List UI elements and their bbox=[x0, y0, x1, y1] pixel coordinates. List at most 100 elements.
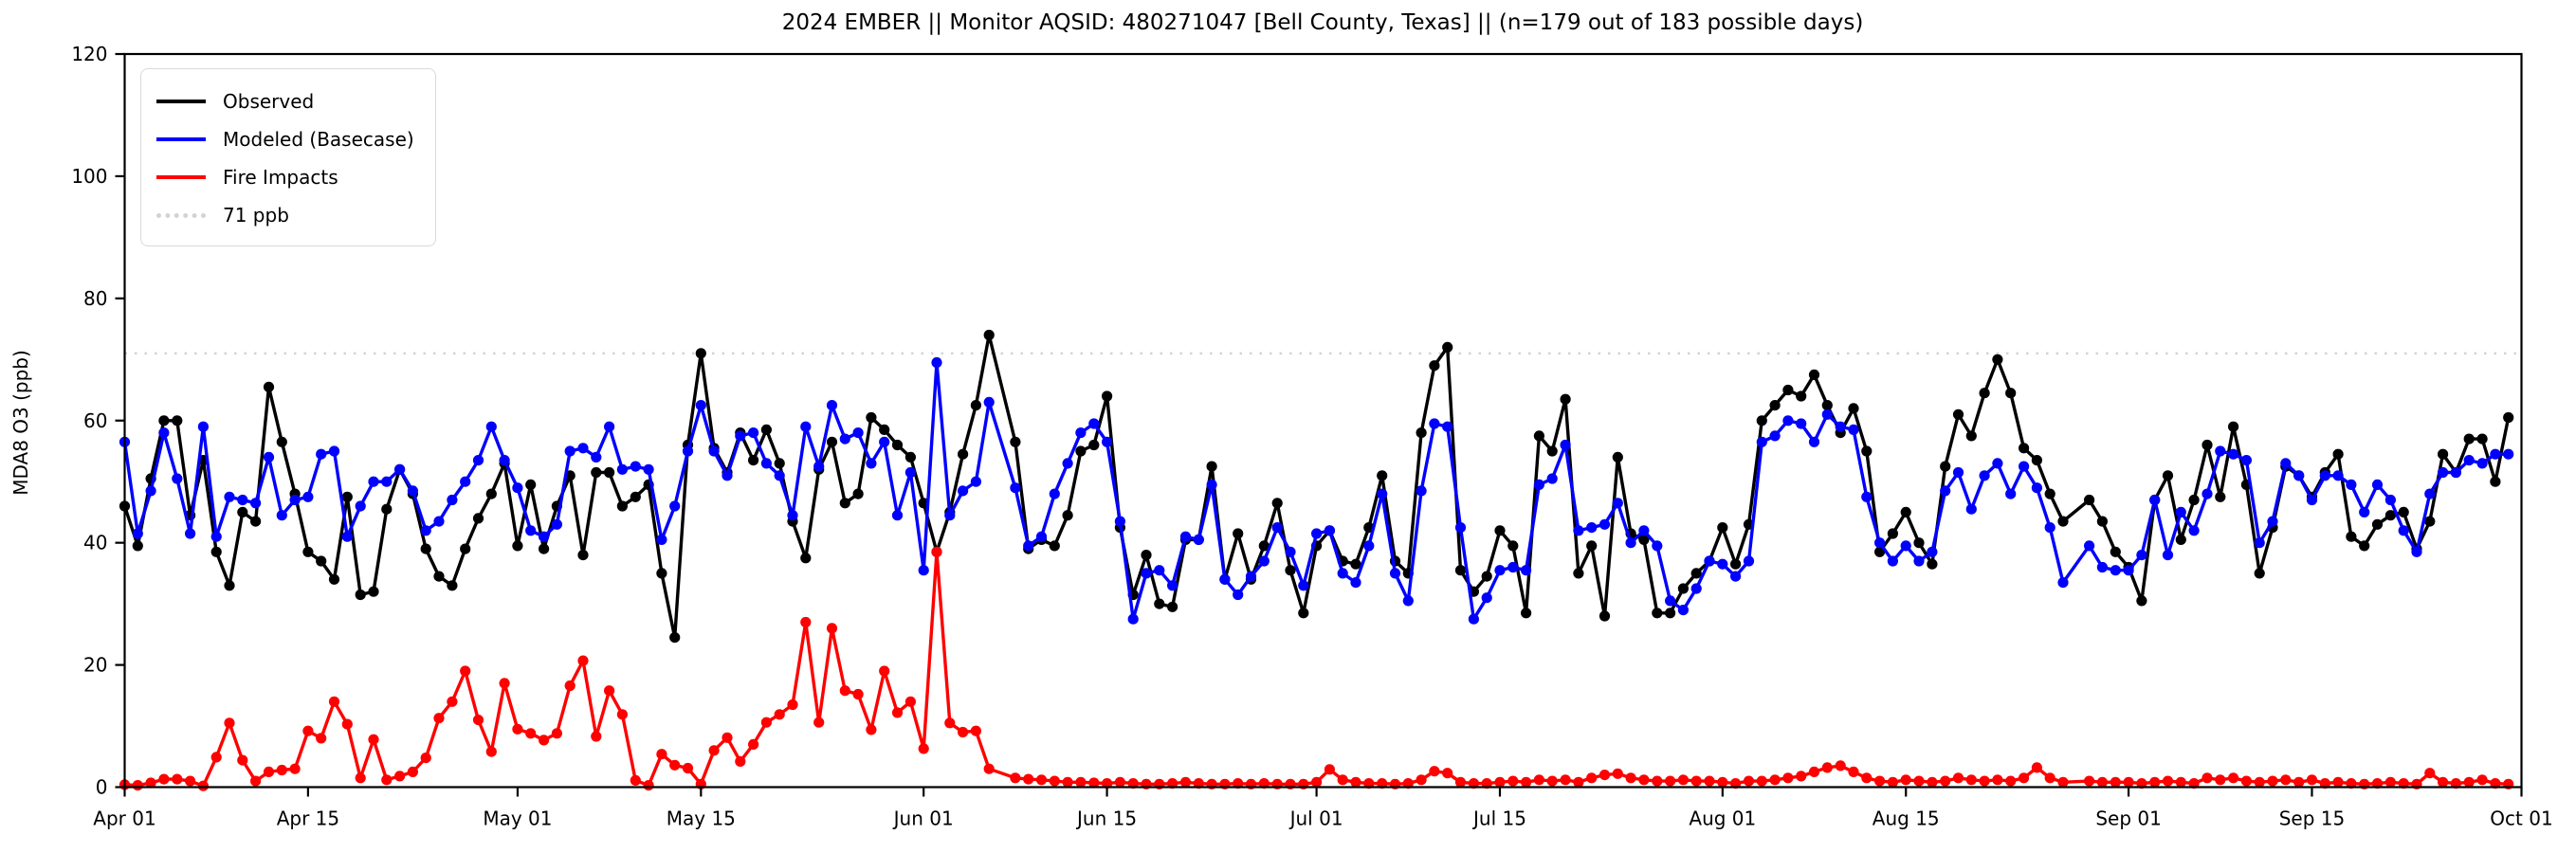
data-point-marker bbox=[1599, 518, 1611, 530]
data-point-marker bbox=[328, 573, 340, 585]
data-point-marker bbox=[1586, 772, 1598, 784]
data-point-marker bbox=[2438, 776, 2449, 788]
data-point-marker bbox=[1756, 415, 1767, 426]
data-point-marker bbox=[774, 470, 785, 481]
data-point-marker bbox=[1429, 360, 1440, 372]
data-point-marker bbox=[2463, 776, 2475, 788]
data-point-marker bbox=[2044, 522, 2055, 534]
data-point-marker bbox=[328, 696, 340, 707]
data-point-marker bbox=[760, 717, 773, 728]
data-point-marker bbox=[1141, 568, 1152, 579]
data-point-marker bbox=[1952, 466, 1964, 479]
data-point-marker bbox=[302, 546, 314, 557]
data-point-marker bbox=[1062, 458, 1073, 469]
data-point-marker bbox=[1049, 488, 1060, 499]
x-tick-label: Jul 15 bbox=[1471, 808, 1526, 830]
data-point-marker bbox=[420, 753, 431, 764]
data-point-marker bbox=[1756, 436, 1767, 447]
data-point-marker bbox=[1179, 776, 1192, 788]
data-point-marker bbox=[800, 553, 812, 564]
data-point-marker bbox=[2201, 439, 2213, 451]
data-point-marker bbox=[1494, 525, 1506, 536]
data-point-marker bbox=[2371, 479, 2384, 490]
data-point-marker bbox=[433, 713, 445, 724]
data-point-marker bbox=[1298, 580, 1309, 591]
data-point-marker bbox=[931, 356, 942, 369]
data-point-marker bbox=[1874, 537, 1886, 549]
data-point-marker bbox=[591, 731, 602, 742]
data-point-marker bbox=[1023, 773, 1034, 785]
data-point-marker bbox=[420, 525, 431, 536]
data-point-marker bbox=[1796, 418, 1807, 429]
data-point-marker bbox=[2044, 772, 2055, 784]
data-point-marker bbox=[276, 764, 287, 776]
y-tick-label: 120 bbox=[71, 43, 107, 65]
data-point-marker bbox=[1704, 775, 1715, 787]
data-point-marker bbox=[1233, 589, 1244, 601]
data-point-marker bbox=[472, 715, 484, 726]
data-point-marker bbox=[1861, 491, 1873, 502]
legend-label-threshold: 71 ppb bbox=[223, 204, 289, 227]
data-point-marker bbox=[1861, 772, 1873, 784]
data-point-marker bbox=[1965, 503, 1977, 515]
data-point-marker bbox=[839, 498, 850, 509]
data-point-marker bbox=[237, 754, 248, 766]
data-point-marker bbox=[1049, 775, 1060, 787]
data-point-marker bbox=[1612, 451, 1623, 463]
data-point-marker bbox=[1377, 470, 1388, 481]
data-point-marker bbox=[1913, 775, 1925, 787]
data-point-marker bbox=[2293, 470, 2305, 481]
data-point-marker bbox=[1612, 768, 1623, 779]
data-point-marker bbox=[2057, 516, 2069, 527]
data-point-marker bbox=[407, 485, 418, 497]
data-point-marker bbox=[1586, 540, 1598, 552]
data-point-marker bbox=[1887, 776, 1898, 788]
data-point-marker bbox=[355, 500, 366, 512]
data-point-marker bbox=[2450, 466, 2461, 479]
data-point-marker bbox=[1560, 439, 1571, 451]
x-tick-label: Sep 15 bbox=[2279, 808, 2346, 830]
y-tick-label: 80 bbox=[83, 287, 107, 310]
data-point-marker bbox=[1796, 390, 1807, 402]
data-point-marker bbox=[132, 540, 143, 552]
data-point-marker bbox=[276, 510, 287, 521]
data-point-marker bbox=[2398, 506, 2409, 518]
data-point-marker bbox=[1102, 436, 1113, 447]
data-point-marker bbox=[1913, 555, 1925, 567]
data-point-marker bbox=[2215, 774, 2226, 786]
data-point-marker bbox=[616, 709, 629, 720]
data-point-marker bbox=[1677, 774, 1689, 786]
data-point-marker bbox=[2293, 776, 2305, 788]
data-point-marker bbox=[1507, 775, 1519, 787]
data-point-marker bbox=[2346, 479, 2357, 490]
legend-item-modeled: Modeled (Basecase) bbox=[156, 120, 414, 158]
data-point-marker bbox=[774, 458, 785, 469]
legend-label-fire: Fire Impacts bbox=[223, 166, 338, 189]
data-point-marker bbox=[1481, 571, 1492, 582]
data-point-marker bbox=[1010, 436, 1021, 447]
data-point-marker bbox=[735, 755, 746, 768]
data-point-marker bbox=[1940, 485, 1951, 497]
data-point-marker bbox=[2306, 774, 2318, 786]
data-point-marker bbox=[1167, 601, 1178, 612]
data-point-marker bbox=[460, 665, 471, 677]
data-point-marker bbox=[722, 470, 733, 481]
data-point-marker bbox=[1350, 577, 1361, 589]
data-point-marker bbox=[1075, 427, 1087, 439]
data-point-marker bbox=[1913, 537, 1925, 549]
data-point-marker bbox=[1337, 568, 1348, 579]
data-point-marker bbox=[1861, 445, 1873, 457]
data-point-marker bbox=[879, 665, 890, 677]
data-point-marker bbox=[1049, 540, 1060, 552]
data-point-marker bbox=[760, 424, 773, 435]
data-point-marker bbox=[197, 780, 209, 791]
data-point-marker bbox=[1848, 403, 1859, 414]
data-point-marker bbox=[1848, 424, 1859, 435]
data-point-marker bbox=[760, 458, 773, 469]
data-point-marker bbox=[604, 421, 615, 432]
data-point-marker bbox=[656, 534, 667, 546]
data-point-marker bbox=[460, 476, 471, 487]
data-point-marker bbox=[472, 455, 484, 466]
data-point-marker bbox=[2228, 448, 2239, 460]
data-point-marker bbox=[591, 451, 602, 463]
